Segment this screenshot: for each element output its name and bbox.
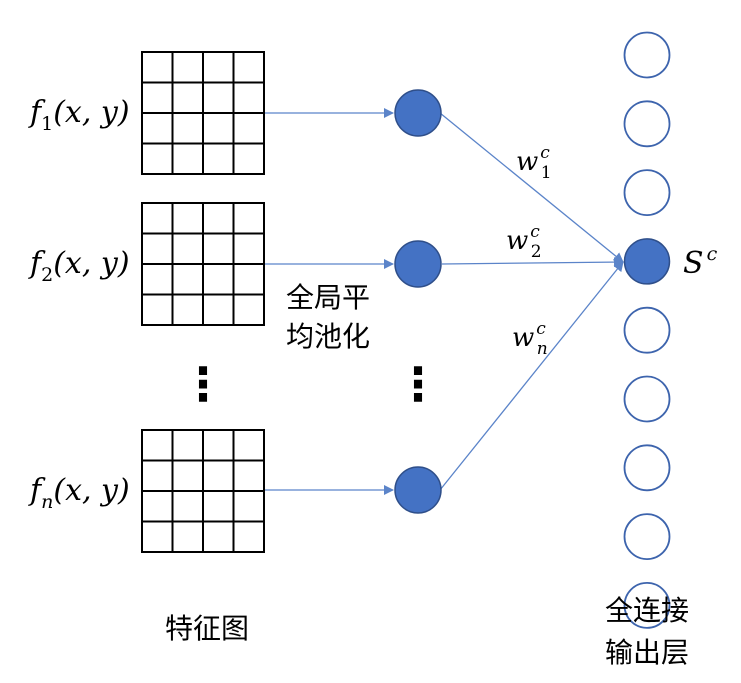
feature-map-cell <box>141 112 174 145</box>
feature-label-n: fn(x, y) <box>28 473 130 513</box>
feature-map-cell <box>202 142 235 175</box>
feature-map-cell <box>141 51 174 84</box>
feature-map-cell <box>232 232 265 265</box>
output-node <box>623 169 671 217</box>
feature-map-cell <box>171 263 204 296</box>
feature-map-cell <box>171 293 204 326</box>
feature-map-cell <box>232 112 265 145</box>
pooled-node-n <box>394 466 442 514</box>
output-node <box>623 31 671 79</box>
feature-map-cell <box>232 520 265 553</box>
feature-map-cell <box>202 81 235 114</box>
feature-map-cell <box>171 429 204 462</box>
ellipsis-pooled-nodes: ⋮ <box>395 357 441 411</box>
feature-label-2: f2(x, y) <box>28 246 130 286</box>
feature-map-cell <box>171 459 204 492</box>
feature-map-cell <box>232 202 265 235</box>
feature-map-cell <box>232 142 265 175</box>
output-node <box>623 375 671 423</box>
feature-map-cell <box>232 429 265 462</box>
output-node <box>623 306 671 354</box>
feature-map-cell <box>171 232 204 265</box>
feature-map-cell <box>232 293 265 326</box>
feature-map-cell <box>141 459 174 492</box>
feature-map-cell <box>202 520 235 553</box>
feature-map-cell <box>232 459 265 492</box>
feature-map-cell <box>171 51 204 84</box>
feature-map-cell <box>202 293 235 326</box>
feature-map-cell <box>202 112 235 145</box>
feature-map-cell <box>171 490 204 523</box>
feature-map-cell <box>141 293 174 326</box>
weight-edge-n <box>439 261 624 491</box>
feature-map-cell <box>232 81 265 114</box>
feature-map-cell <box>202 263 235 296</box>
feature-map-cell <box>171 142 204 175</box>
fc-caption-line2: 输出层 <box>605 636 689 669</box>
feature-map-cell <box>171 202 204 235</box>
feature-label-1: f1(x, y) <box>28 95 130 135</box>
feature-map-cell <box>141 202 174 235</box>
fc-caption-line1: 全连接 <box>605 594 689 627</box>
feature-map-grids <box>141 51 265 553</box>
weight-edge-2 <box>441 257 624 268</box>
feature-map-cell <box>141 142 174 175</box>
feature-map-cell <box>202 202 235 235</box>
output-layer <box>623 31 671 629</box>
pooled-node-1 <box>394 89 442 137</box>
output-node <box>623 444 671 492</box>
feature-map-cell <box>141 232 174 265</box>
feature-map-cell <box>202 232 235 265</box>
feature-map-cell <box>202 490 235 523</box>
feature-map-cell <box>171 81 204 114</box>
feature-map-cell <box>232 263 265 296</box>
feature-map-cell <box>171 520 204 553</box>
feature-map-cell <box>141 490 174 523</box>
feature-map-cell <box>141 81 174 114</box>
output-node <box>623 513 671 560</box>
feature-map-cell <box>232 51 265 84</box>
weight-edge-1 <box>439 112 624 263</box>
feature-map-cell <box>141 520 174 553</box>
output-node <box>623 582 671 629</box>
pooled-node-2 <box>394 240 442 288</box>
output-node-active <box>623 238 671 285</box>
ellipsis-feature-maps: ⋮ <box>180 357 226 411</box>
feature-map-cell <box>171 112 204 145</box>
feature-map-cell <box>202 429 235 462</box>
feature-map-caption: 特征图 <box>165 612 249 645</box>
feature-map-cell <box>141 263 174 296</box>
feature-map-cell <box>141 429 174 462</box>
feature-map-cell <box>202 459 235 492</box>
output-node <box>623 100 671 148</box>
feature-map-cell <box>202 51 235 84</box>
gap-label-line1: 全局平 <box>286 281 370 314</box>
feature-map-cell <box>232 490 265 523</box>
gap-label-line2: 均池化 <box>286 320 370 353</box>
